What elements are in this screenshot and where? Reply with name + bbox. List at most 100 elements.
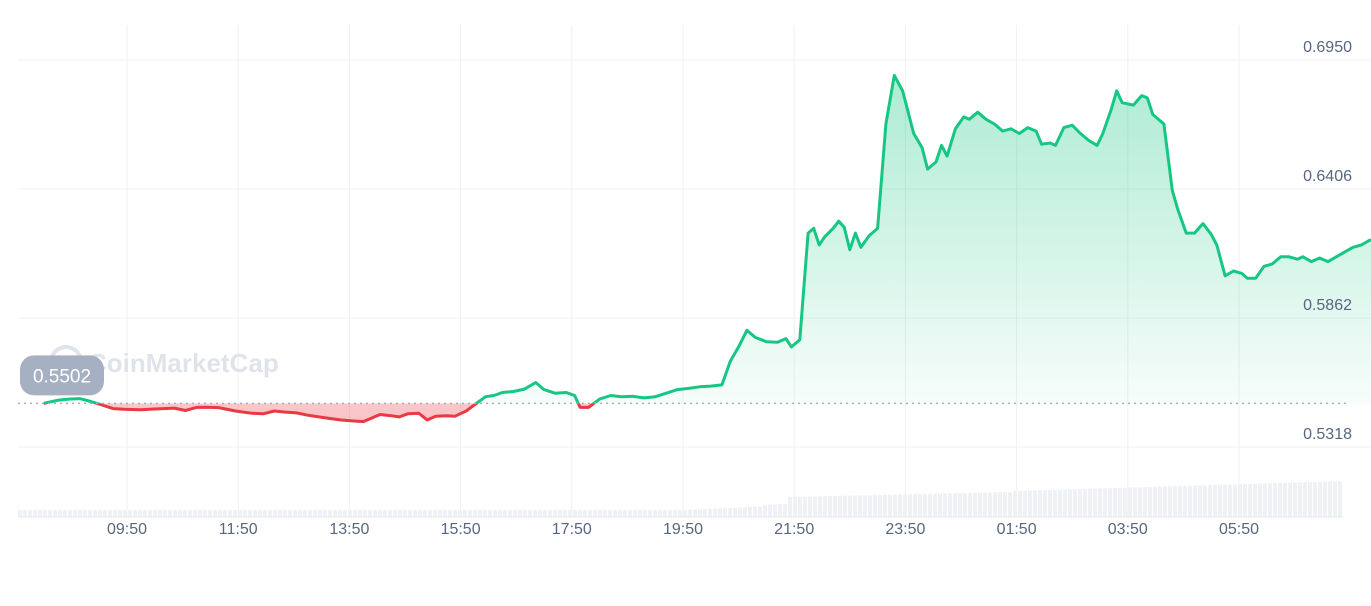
volume-bar bbox=[68, 510, 72, 517]
volume-bar bbox=[798, 496, 802, 517]
volume-bar bbox=[1158, 486, 1162, 517]
volume-bar bbox=[113, 510, 117, 517]
volume-bar bbox=[748, 506, 752, 517]
volume-bar bbox=[123, 510, 127, 517]
volume-bar bbox=[1213, 484, 1217, 517]
volume-bar bbox=[1098, 488, 1102, 517]
volume-bar bbox=[753, 506, 757, 517]
x-axis: 09:50 11:50 13:50 15:50 17:50 19:50 21:50 23:50… bbox=[18, 516, 1343, 538]
volume-bar bbox=[428, 510, 432, 517]
volume-bar bbox=[763, 504, 767, 517]
volume-bar bbox=[173, 510, 177, 517]
volume-bar bbox=[1308, 482, 1312, 517]
volume-bar bbox=[618, 510, 622, 517]
x-tick-label: 09:50 bbox=[107, 521, 147, 538]
volume-bar bbox=[918, 494, 922, 517]
volume-bars bbox=[18, 481, 1342, 517]
watermark: CoinMarketCap bbox=[49, 345, 279, 379]
volume-bar bbox=[538, 510, 542, 517]
volume-bar bbox=[128, 510, 132, 517]
volume-bar bbox=[928, 493, 932, 517]
volume-bar bbox=[208, 510, 212, 517]
volume-bar bbox=[938, 493, 942, 517]
volume-bar bbox=[363, 510, 367, 517]
volume-bar bbox=[548, 510, 552, 517]
volume-bar bbox=[1258, 483, 1262, 517]
x-tick-label: 19:50 bbox=[663, 521, 703, 538]
volume-bar bbox=[348, 510, 352, 517]
volume-bar bbox=[203, 510, 207, 517]
volume-bar bbox=[1188, 485, 1192, 517]
volume-bar bbox=[238, 510, 242, 517]
volume-bar bbox=[1338, 481, 1342, 517]
volume-bar bbox=[518, 510, 522, 517]
volume-bar bbox=[413, 510, 417, 517]
volume-bar bbox=[718, 508, 722, 517]
volume-bar bbox=[588, 510, 592, 517]
volume-bar bbox=[893, 494, 897, 517]
volume-bar bbox=[1273, 483, 1277, 517]
volume-bar bbox=[768, 504, 772, 517]
volume-bar bbox=[1233, 484, 1237, 517]
volume-bar bbox=[953, 493, 957, 517]
volume-bar bbox=[968, 492, 972, 517]
volume-bar bbox=[998, 492, 1002, 517]
volume-bar bbox=[568, 510, 572, 517]
x-tick-label: 21:50 bbox=[774, 521, 814, 538]
volume-bar bbox=[823, 496, 827, 517]
volume-bar bbox=[778, 504, 782, 517]
volume-bar bbox=[33, 510, 37, 517]
volume-bar bbox=[1293, 482, 1297, 517]
volume-bar bbox=[1193, 485, 1197, 517]
volume-bar bbox=[1053, 489, 1057, 517]
volume-bar bbox=[843, 495, 847, 517]
volume-bar bbox=[1303, 482, 1307, 517]
price-line bbox=[43, 73, 1371, 424]
volume-bar bbox=[573, 510, 577, 517]
volume-bar bbox=[163, 510, 167, 517]
volume-bar bbox=[563, 510, 567, 517]
volume-bar bbox=[1023, 490, 1027, 517]
volume-bar bbox=[543, 510, 547, 517]
volume-bar bbox=[488, 510, 492, 517]
volume-bar bbox=[723, 508, 727, 517]
volume-bar bbox=[468, 510, 472, 517]
volume-bar bbox=[298, 510, 302, 517]
volume-bar bbox=[1028, 490, 1032, 517]
volume-bar bbox=[993, 492, 997, 517]
volume-bar bbox=[18, 510, 22, 517]
volume-bar bbox=[1153, 486, 1157, 517]
volume-bar bbox=[403, 510, 407, 517]
volume-bar bbox=[148, 510, 152, 517]
volume-bar bbox=[473, 510, 477, 517]
volume-bar bbox=[138, 510, 142, 517]
volume-bar bbox=[268, 510, 272, 517]
volume-bar bbox=[353, 510, 357, 517]
x-tick-label: 05:50 bbox=[1219, 521, 1259, 538]
volume-bar bbox=[273, 510, 277, 517]
volume-bar bbox=[988, 492, 992, 517]
volume-bar bbox=[418, 510, 422, 517]
volume-bar bbox=[978, 492, 982, 517]
volume-bar bbox=[898, 494, 902, 517]
volume-bar bbox=[578, 510, 582, 517]
price-area bbox=[43, 75, 1371, 422]
volume-bar bbox=[803, 496, 807, 517]
volume-bar bbox=[963, 493, 967, 517]
volume-bar bbox=[848, 495, 852, 517]
volume-bar bbox=[283, 510, 287, 517]
volume-bar bbox=[833, 495, 837, 517]
volume-bar bbox=[168, 510, 172, 517]
volume-bar bbox=[373, 510, 377, 517]
volume-bar bbox=[303, 510, 307, 517]
volume-bar bbox=[1048, 489, 1052, 517]
x-tick-label: 17:50 bbox=[552, 521, 592, 538]
price-area-above bbox=[43, 75, 1371, 404]
volume-bar bbox=[1228, 484, 1232, 517]
volume-bar bbox=[88, 510, 92, 517]
volume-bar bbox=[863, 495, 867, 517]
volume-bar bbox=[1128, 487, 1132, 517]
volume-bar bbox=[513, 510, 517, 517]
volume-bar bbox=[1003, 492, 1007, 517]
